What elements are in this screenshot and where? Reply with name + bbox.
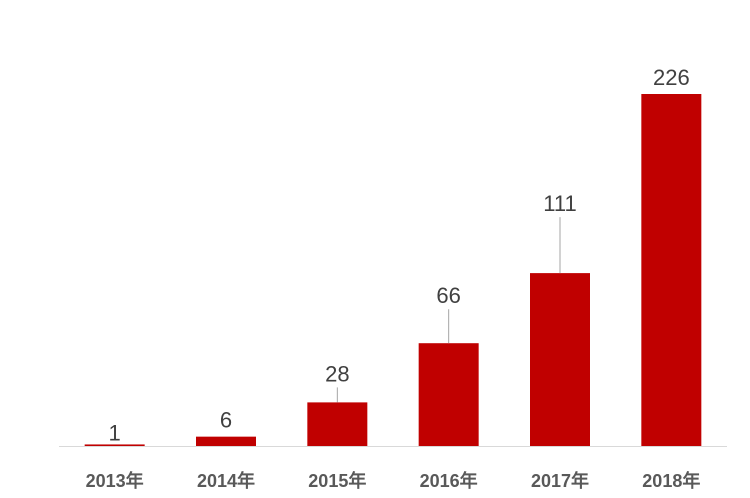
bar (641, 94, 702, 446)
bar (84, 444, 145, 446)
data-label: 1 (109, 420, 121, 445)
x-tick-label: 2013年 (86, 470, 144, 491)
data-label: 226 (653, 65, 690, 90)
bar (307, 402, 368, 446)
x-tick-label: 2015年 (308, 470, 366, 491)
data-label: 6 (220, 408, 232, 433)
x-tick-label: 2018年 (642, 470, 700, 491)
x-tick-label: 2017年 (531, 470, 589, 491)
data-label: 28 (325, 361, 349, 386)
bar (196, 436, 256, 446)
bar (530, 273, 590, 446)
data-label: 111 (543, 191, 576, 216)
data-label: 66 (436, 283, 460, 308)
bar (418, 343, 479, 446)
x-tick-label: 2016年 (420, 470, 478, 491)
x-tick-label: 2014年 (197, 470, 255, 491)
